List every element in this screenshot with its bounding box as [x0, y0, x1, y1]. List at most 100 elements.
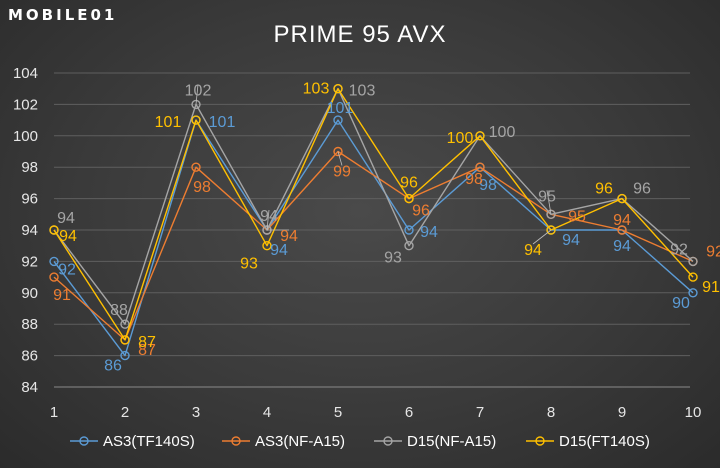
data-label: 96	[412, 203, 430, 220]
data-label: 98	[193, 179, 211, 196]
data-label: 100	[447, 130, 474, 147]
legend-swatch-marker	[79, 436, 89, 446]
data-label: 103	[349, 83, 376, 100]
x-tick-label: 4	[263, 404, 271, 421]
y-tick-label: 104	[13, 65, 38, 82]
data-label: 95	[538, 188, 556, 205]
legend-label: D15(NF-A15)	[407, 433, 496, 450]
data-label: 91	[53, 287, 71, 304]
y-tick-label: 84	[21, 379, 38, 396]
series-line	[53, 150, 694, 341]
data-point	[191, 162, 201, 172]
data-label: 101	[209, 114, 236, 131]
mobile01-logo: MOBILE01	[8, 6, 117, 24]
y-tick-label: 96	[21, 191, 38, 208]
data-point	[475, 162, 485, 172]
y-tick-label: 102	[13, 96, 38, 113]
y-tick-label: 86	[21, 348, 38, 365]
legend-item: AS3(NF-A15)	[222, 433, 345, 450]
data-label: 88	[110, 302, 128, 319]
series-1	[49, 146, 698, 345]
data-point	[404, 225, 414, 235]
legend-item: AS3(TF140S)	[70, 433, 195, 450]
data-point	[333, 146, 343, 157]
data-label: 92	[58, 261, 76, 278]
data-point	[120, 319, 130, 329]
data-label: 94	[420, 224, 438, 241]
data-label: 94	[524, 242, 542, 259]
legend-label: D15(FT140S)	[559, 433, 650, 450]
data-label: 92	[706, 243, 720, 260]
data-point	[49, 256, 59, 267]
x-tick-label: 7	[476, 404, 484, 421]
data-point	[688, 272, 698, 282]
chart-title: PRIME 95 AVX	[274, 21, 447, 48]
data-label: 101	[155, 114, 182, 131]
legend-item: D15(FT140S)	[526, 433, 650, 450]
data-point	[688, 256, 698, 267]
legend-label: AS3(NF-A15)	[255, 433, 345, 450]
data-label: 87	[138, 334, 156, 351]
label-leader	[532, 229, 552, 245]
data-label: 92	[670, 241, 688, 258]
data-label: 98	[479, 177, 497, 194]
data-label: 98	[465, 171, 483, 188]
y-tick-label: 94	[21, 222, 38, 239]
data-label: 100	[489, 124, 516, 141]
data-label: 87	[138, 342, 156, 359]
series-line	[53, 87, 694, 325]
data-point	[333, 83, 343, 94]
data-point	[475, 131, 485, 141]
data-point	[688, 288, 698, 298]
label-leader	[337, 151, 343, 166]
legend: AS3(TF140S) AS3(NF-A15) D15(NF-A15) D15(FT1…	[70, 433, 650, 450]
data-label: 94	[57, 210, 75, 227]
series-layer	[49, 83, 698, 361]
label-leader	[266, 209, 270, 231]
data-label: 86	[104, 358, 122, 375]
data-point	[49, 272, 59, 282]
data-label: 90	[672, 295, 690, 312]
data-label: 94	[270, 242, 288, 259]
legend-swatch-marker	[231, 436, 241, 446]
data-point	[333, 115, 343, 125]
data-label: 94	[260, 208, 278, 225]
x-tick-label: 8	[547, 404, 555, 421]
data-label: 94	[59, 228, 77, 245]
data-label: 93	[240, 256, 258, 273]
data-label: 91	[702, 279, 720, 296]
y-tick-label: 98	[21, 159, 38, 176]
series-line	[53, 87, 694, 341]
legend-swatch-marker	[535, 436, 545, 446]
data-label: 93	[384, 250, 402, 267]
data-label: 102	[185, 82, 212, 99]
data-point	[617, 193, 627, 204]
series-line	[53, 119, 694, 357]
data-point	[49, 225, 59, 235]
x-tick-label: 2	[121, 404, 129, 421]
data-label: 94	[280, 228, 298, 245]
data-point	[546, 225, 556, 235]
data-label: 94	[613, 212, 631, 229]
x-tick-label: 6	[405, 404, 413, 421]
x-tick-label: 5	[334, 404, 342, 421]
data-point	[404, 240, 414, 251]
y-tick-label: 88	[21, 316, 38, 333]
data-point	[404, 193, 414, 204]
data-label: 101	[327, 100, 354, 117]
data-label: 94	[613, 238, 631, 255]
data-point	[262, 240, 272, 251]
data-point	[120, 335, 130, 345]
legend-swatch-marker	[383, 436, 393, 446]
series-2	[49, 83, 698, 329]
series-3	[49, 83, 698, 345]
data-point	[120, 350, 130, 361]
data-label: 96	[633, 181, 651, 198]
logo-text: MOBILE01	[8, 6, 118, 24]
data-label: 96	[595, 181, 613, 198]
data-point	[546, 209, 556, 220]
legend-item: D15(NF-A15)	[374, 433, 496, 450]
